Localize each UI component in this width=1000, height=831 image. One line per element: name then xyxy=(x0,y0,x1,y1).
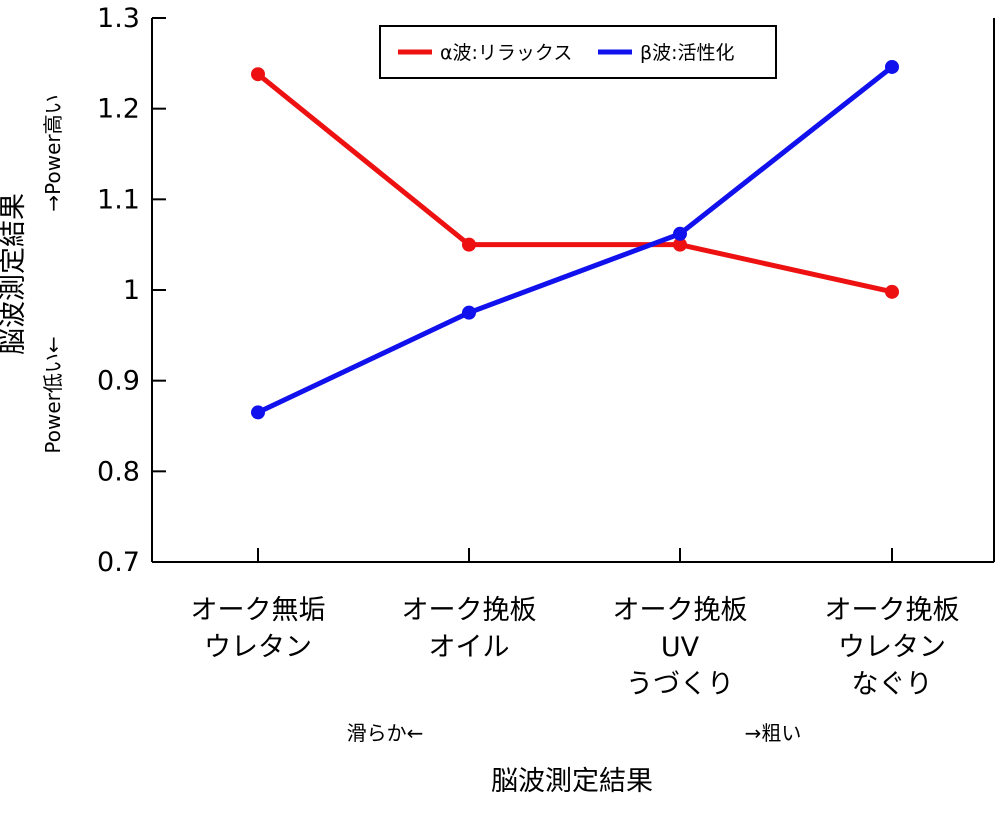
x-tick-label: オーク挽板 xyxy=(613,595,748,626)
x-tick-label: オーク挽板 xyxy=(825,595,960,626)
y-tick-label: 1.2 xyxy=(97,94,140,125)
series-1-point xyxy=(462,305,476,320)
series-line-0 xyxy=(256,72,893,295)
x-axis-label: 脳波測定結果 xyxy=(491,766,653,797)
x-tick-label: UV xyxy=(661,632,700,663)
y-axis-label-low: Power低い← xyxy=(41,336,65,453)
y-tick-label: 1.1 xyxy=(97,184,140,215)
y-ticks: 1.3 1.2 1.1 1 0.9 0.8 0.7 xyxy=(97,3,166,578)
x-axis-label-left: 滑らか← xyxy=(347,721,424,745)
series-1-point xyxy=(885,59,899,74)
series-0-point xyxy=(462,237,476,252)
y-tick-label: 0.8 xyxy=(97,456,140,487)
y-tick-label: 1 xyxy=(123,275,140,306)
series-0-point xyxy=(673,237,687,252)
series-1-point xyxy=(673,226,687,241)
x-tick-label: オーク挽板 xyxy=(402,595,537,626)
legend: α波:リラックス β波:活性化 xyxy=(379,25,777,79)
series-line-1 xyxy=(256,64,894,415)
x-tick-label: うづくり xyxy=(626,669,734,700)
x-tick-label: ウレタン xyxy=(838,632,946,663)
y-axis-label: 脳波測定結果 xyxy=(0,193,29,355)
series-0-point xyxy=(885,284,899,299)
series-1-point xyxy=(251,405,265,420)
legend-box xyxy=(379,25,777,79)
series-0-point xyxy=(251,67,265,82)
legend-label-beta: β波:活性化 xyxy=(640,42,735,64)
y-tick-label: 0.9 xyxy=(97,366,140,397)
y-tick-label: 1.3 xyxy=(97,3,140,34)
x-tick-label: ウレタン xyxy=(204,632,312,663)
y-tick-label: 0.7 xyxy=(97,547,140,578)
x-tick-label: オーク無垢 xyxy=(191,595,326,626)
legend-label-alpha: α波:リラックス xyxy=(440,42,572,64)
x-tick-label: なぐり xyxy=(852,669,933,700)
y-axis-label-high: →Power高い xyxy=(41,94,65,211)
series-layer xyxy=(251,59,899,420)
x-tick-label: オイル xyxy=(429,632,510,663)
x-axis-label-right: →粗い xyxy=(745,721,802,745)
